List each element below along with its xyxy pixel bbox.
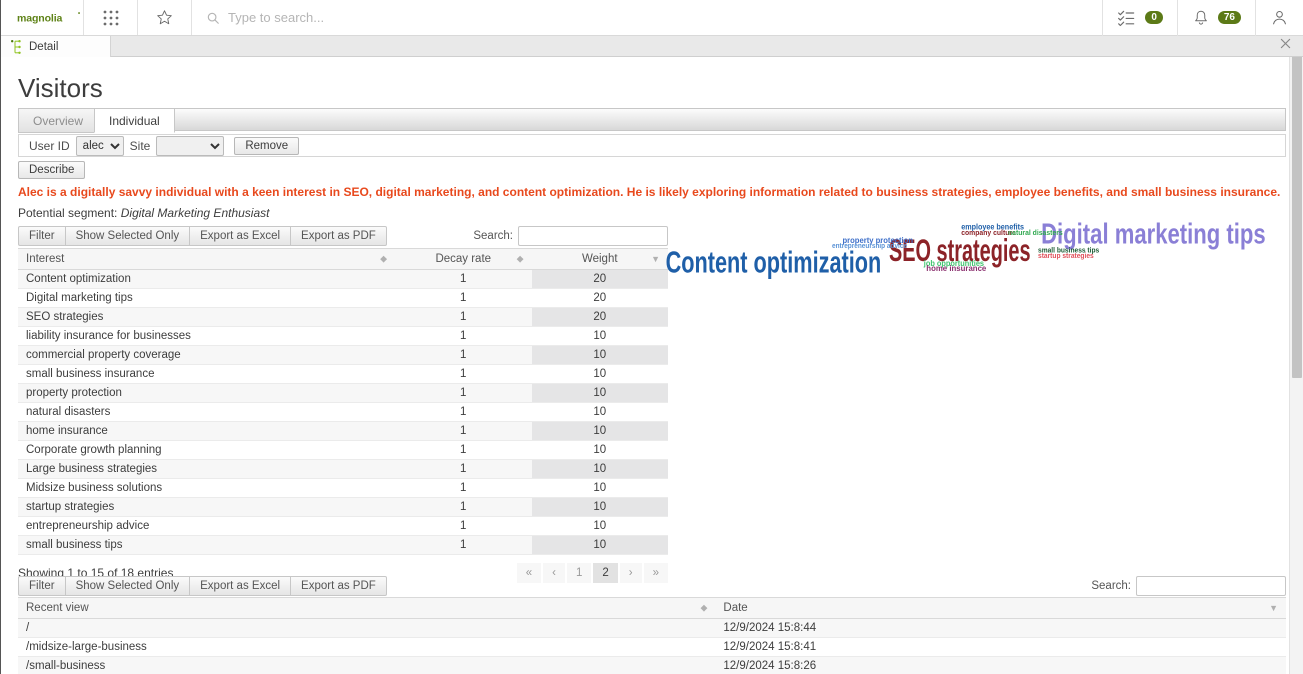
svg-text:magnolia: magnolia [17,12,63,24]
svg-text:home insurance: home insurance [926,264,986,273]
svg-text:natural disasters: natural disasters [1008,228,1063,237]
svg-text:entrepreneurship advice: entrepreneurship advice [832,243,907,250]
svg-text:Digital marketing tips: Digital marketing tips [1041,219,1266,250]
svg-text:startup strategies: startup strategies [1038,253,1094,260]
